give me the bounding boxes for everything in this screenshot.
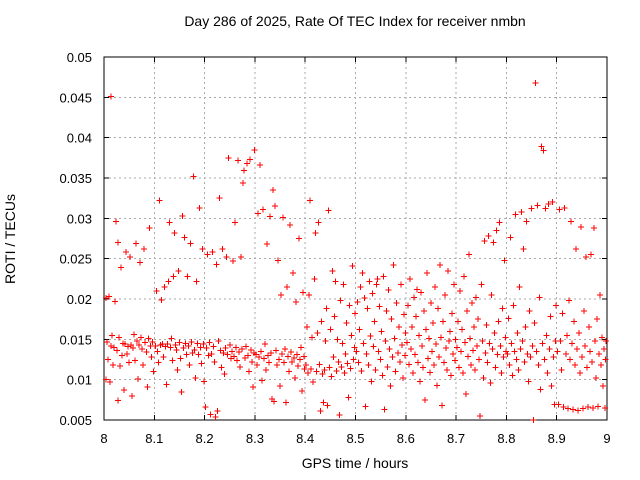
x-tick-label: 8.8 — [497, 431, 515, 446]
y-tick-label: 0.02 — [67, 292, 92, 307]
x-tick-label: 8.3 — [246, 431, 264, 446]
y-tick-label: 0.015 — [59, 332, 92, 347]
x-axis-label: GPS time / hours — [302, 455, 409, 471]
tickmarks-group — [103, 56, 608, 421]
y-tick-label: 0.005 — [59, 413, 92, 428]
y-tick-label: 0.03 — [67, 211, 92, 226]
x-tick-label: 8.6 — [397, 431, 415, 446]
y-tick-label: 0.05 — [67, 50, 92, 65]
x-tick-label: 8.9 — [548, 431, 566, 446]
y-axis-label: ROTI / TECUs — [2, 194, 18, 284]
y-tick-label: 0.025 — [59, 252, 92, 267]
tick-labels-group: 8 8.1 8.2 8.3 8.4 8.5 8.6 8.7 8.8 8.9 9 0.005 0.01 0.… — [59, 50, 610, 446]
gridlines-group — [104, 57, 607, 420]
x-tick-label: 8.7 — [447, 431, 465, 446]
x-tick-label: 8 — [100, 431, 107, 446]
x-tick-label: 9 — [603, 431, 610, 446]
x-tick-label: 8.1 — [145, 431, 163, 446]
y-tick-label: 0.01 — [67, 373, 92, 388]
y-tick-label: 0.035 — [59, 171, 92, 186]
data-points-path — [103, 79, 609, 423]
y-tick-label: 0.045 — [59, 90, 92, 105]
x-tick-label: 8.4 — [296, 431, 314, 446]
y-tick-label: 0.04 — [67, 131, 92, 146]
chart-title: Day 286 of 2025, Rate Of TEC Index for r… — [184, 13, 525, 29]
x-tick-label: 8.2 — [196, 431, 214, 446]
x-tick-label: 8.5 — [346, 431, 364, 446]
